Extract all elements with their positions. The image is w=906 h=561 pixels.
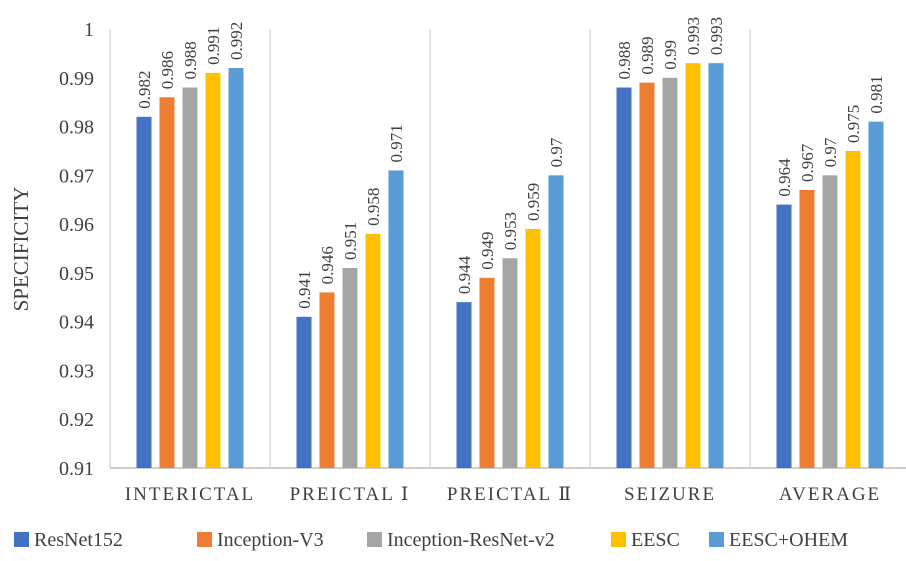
bar-value-label: 0.967	[798, 143, 817, 182]
y-tick-label: 0.92	[59, 409, 94, 431]
y-axis: 0.910.920.930.940.950.960.970.980.991	[59, 19, 906, 480]
legend-swatch	[709, 532, 724, 547]
bar-value-label: 0.959	[524, 183, 543, 221]
bar-value-label: 0.992	[227, 22, 246, 60]
x-category-label: AVERAGE	[779, 484, 881, 505]
y-tick-label: 0.98	[59, 117, 94, 139]
bar-value-label: 0.993	[707, 17, 726, 55]
bar	[776, 204, 792, 468]
y-tick-label: 0.97	[59, 165, 94, 187]
x-axis-category-labels: INTERICTAL PREICTAL Ⅰ PREICTAL Ⅱ SEIZURE AVE…	[125, 484, 881, 505]
x-category-label: PREICTAL Ⅱ	[447, 484, 573, 505]
legend-swatch	[611, 532, 626, 547]
bar-value-label: 0.953	[501, 212, 520, 250]
legend-swatch	[367, 532, 382, 547]
bar	[479, 277, 495, 468]
bar	[616, 87, 632, 469]
bar-value-label: 0.986	[158, 51, 177, 89]
bar	[182, 87, 198, 469]
bar-value-label: 0.989	[638, 36, 657, 74]
y-tick-label: 1	[84, 19, 94, 41]
bar	[296, 316, 312, 468]
legend-swatch	[197, 532, 212, 547]
bar	[228, 68, 244, 469]
bar	[548, 175, 564, 469]
y-tick-label: 0.91	[59, 458, 94, 480]
bar	[708, 63, 724, 469]
category-separators	[109, 29, 751, 468]
bar	[319, 292, 335, 468]
y-tick-label: 0.95	[59, 263, 94, 285]
bar-value-label: 0.988	[181, 41, 200, 79]
y-tick-label: 0.94	[59, 312, 94, 334]
legend-label: EESC	[631, 529, 680, 551]
bar-value-label: 0.964	[775, 158, 794, 197]
x-category-label: INTERICTAL	[125, 484, 255, 505]
y-tick-label: 0.93	[59, 360, 94, 382]
bar-value-label: 0.941	[295, 271, 314, 309]
bar-value-label: 0.958	[364, 188, 383, 226]
x-category-label: PREICTAL Ⅰ	[290, 484, 411, 505]
bar	[456, 302, 472, 468]
bar	[799, 189, 815, 468]
bar-value-label: 0.946	[318, 246, 337, 284]
y-axis-title: SPECIFICITY	[9, 187, 33, 312]
bar-value-label: 0.949	[478, 232, 497, 270]
bar-value-label: 0.97	[547, 137, 566, 167]
bar-value-label: 0.975	[844, 105, 863, 143]
bar-value-label: 0.991	[204, 27, 223, 65]
bar	[685, 63, 701, 469]
bar	[205, 72, 221, 469]
bar-value-label: 0.944	[455, 255, 474, 294]
bar-value-label: 0.97	[821, 137, 840, 167]
bar	[822, 175, 838, 469]
bar-value-label: 0.981	[867, 75, 886, 113]
y-tick-label: 0.96	[59, 214, 94, 236]
bar	[388, 170, 404, 468]
bar	[639, 82, 655, 469]
bar	[365, 233, 381, 468]
bar-value-label: 0.99	[661, 40, 680, 70]
legend-label: EESC+OHEM	[729, 529, 848, 551]
bar	[662, 77, 678, 469]
bar-value-label: 0.982	[135, 71, 154, 109]
bar-value-label: 0.971	[387, 124, 406, 162]
legend-swatch	[14, 532, 29, 547]
bar-value-label: 0.951	[341, 222, 360, 260]
bar	[159, 97, 175, 469]
legend: ResNet152 Inception-V3 Inception-ResNet-v2…	[14, 529, 848, 551]
bar	[845, 150, 861, 468]
bar	[868, 121, 884, 468]
x-category-label: SEIZURE	[624, 484, 716, 505]
y-tick-label: 0.99	[59, 68, 94, 90]
bars	[136, 63, 884, 469]
legend-label: ResNet152	[34, 529, 123, 551]
bar-value-label: 0.993	[684, 17, 703, 55]
bar-value-label: 0.988	[615, 41, 634, 79]
bar	[502, 258, 518, 468]
bar	[342, 268, 358, 468]
legend-label: Inception-V3	[217, 529, 324, 551]
legend-label: Inception-ResNet-v2	[387, 529, 555, 551]
bar	[136, 116, 152, 469]
bar	[525, 228, 541, 468]
